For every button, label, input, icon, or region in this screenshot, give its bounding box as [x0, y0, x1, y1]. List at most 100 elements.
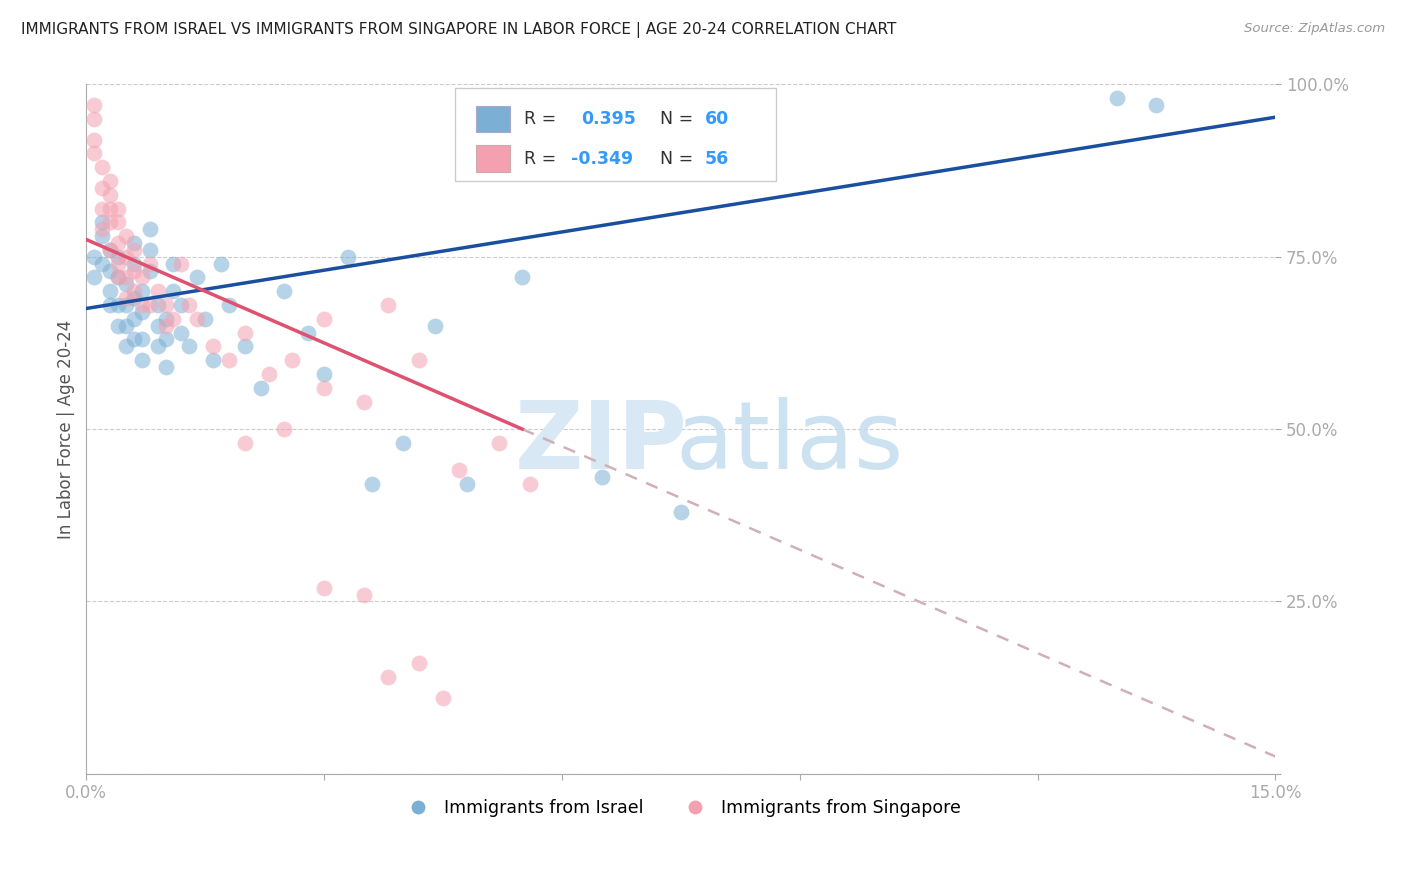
Point: [392, 436, 415, 450]
Point: [456, 477, 478, 491]
Point: [162, 257, 184, 271]
Point: [155, 333, 177, 347]
Point: [519, 477, 541, 491]
Point: [170, 298, 193, 312]
Point: [155, 360, 177, 375]
Point: [115, 318, 138, 333]
Point: [115, 270, 138, 285]
Point: [510, 270, 533, 285]
Point: [122, 257, 145, 271]
Point: [91, 181, 114, 195]
Point: [131, 333, 153, 347]
Text: 0.395: 0.395: [581, 110, 636, 128]
Point: [336, 250, 359, 264]
Point: [273, 285, 295, 299]
Text: atlas: atlas: [675, 397, 903, 489]
Point: [423, 318, 446, 333]
FancyBboxPatch shape: [456, 88, 776, 181]
Point: [146, 318, 169, 333]
Point: [83, 132, 105, 146]
Point: [98, 243, 121, 257]
Point: [98, 174, 121, 188]
Point: [131, 270, 153, 285]
Point: [146, 339, 169, 353]
Point: [91, 222, 114, 236]
Point: [233, 436, 256, 450]
Point: [162, 311, 184, 326]
Point: [115, 277, 138, 292]
Point: [91, 257, 114, 271]
Point: [408, 353, 430, 368]
Point: [98, 187, 121, 202]
Point: [209, 257, 232, 271]
Point: [202, 353, 225, 368]
Point: [591, 470, 613, 484]
Point: [314, 311, 336, 326]
Point: [107, 318, 129, 333]
Point: [115, 229, 138, 244]
Point: [131, 298, 153, 312]
Point: [257, 367, 280, 381]
Y-axis label: In Labor Force | Age 20-24: In Labor Force | Age 20-24: [58, 319, 75, 539]
Point: [138, 243, 160, 257]
Point: [314, 367, 336, 381]
Point: [98, 243, 121, 257]
Point: [115, 250, 138, 264]
Point: [122, 263, 145, 277]
Point: [202, 339, 225, 353]
Point: [1105, 91, 1128, 105]
Text: R =: R =: [524, 110, 567, 128]
Point: [107, 270, 129, 285]
Point: [194, 311, 217, 326]
Point: [146, 285, 169, 299]
Text: ZIP: ZIP: [515, 397, 688, 489]
Point: [83, 112, 105, 126]
Point: [233, 326, 256, 340]
Point: [408, 657, 430, 671]
Point: [122, 285, 145, 299]
Point: [115, 339, 138, 353]
Text: N =: N =: [648, 150, 699, 168]
Legend: Immigrants from Israel, Immigrants from Singapore: Immigrants from Israel, Immigrants from …: [394, 792, 969, 823]
Bar: [477, 145, 509, 171]
Point: [186, 311, 208, 326]
Point: [155, 318, 177, 333]
Point: [146, 298, 169, 312]
Point: [131, 305, 153, 319]
Point: [218, 298, 240, 312]
Point: [138, 263, 160, 277]
Point: [1146, 98, 1168, 112]
Point: [360, 477, 382, 491]
Point: [233, 339, 256, 353]
Text: -0.349: -0.349: [571, 150, 634, 168]
Text: Source: ZipAtlas.com: Source: ZipAtlas.com: [1244, 22, 1385, 36]
Point: [131, 353, 153, 368]
Text: 56: 56: [704, 150, 728, 168]
Bar: [477, 106, 509, 132]
Point: [83, 250, 105, 264]
Point: [297, 326, 319, 340]
Point: [162, 285, 184, 299]
Point: [91, 215, 114, 229]
Point: [488, 436, 510, 450]
Point: [91, 160, 114, 174]
Point: [107, 250, 129, 264]
Point: [155, 298, 177, 312]
Text: R =: R =: [524, 150, 561, 168]
Point: [115, 291, 138, 305]
Point: [98, 263, 121, 277]
Point: [179, 339, 201, 353]
Point: [107, 257, 129, 271]
Point: [122, 333, 145, 347]
Point: [432, 690, 454, 705]
Point: [218, 353, 240, 368]
Point: [314, 381, 336, 395]
Point: [107, 298, 129, 312]
Point: [107, 215, 129, 229]
Point: [91, 229, 114, 244]
Point: [377, 670, 399, 684]
Point: [669, 505, 692, 519]
Point: [281, 353, 304, 368]
Point: [377, 298, 399, 312]
Point: [122, 243, 145, 257]
